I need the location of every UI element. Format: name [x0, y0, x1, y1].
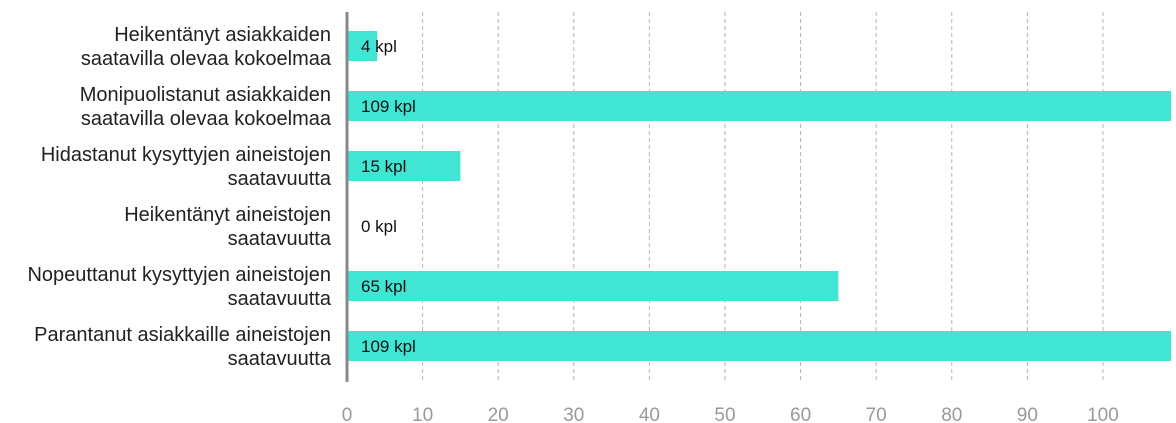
x-tick-label: 70 [866, 405, 887, 423]
x-tick-label: 90 [1017, 405, 1038, 423]
x-tick-label: 100 [1087, 405, 1119, 423]
category-label: Heikentänyt asiakkaiden saatavilla olevaa… [81, 24, 332, 70]
bar [347, 271, 839, 301]
category-label: Parantanut asiakkaille aineistojen saatav… [34, 324, 332, 370]
data-label: 15 kpl [361, 157, 406, 176]
x-tick-label: 0 [342, 405, 353, 423]
x-tick-label: 30 [563, 405, 584, 423]
x-tick-label: 60 [790, 405, 811, 423]
x-tick-label: 40 [639, 405, 660, 423]
category-label: Nopeuttanut kysyttyjen aineistojen saatav… [27, 264, 331, 310]
x-tick-label: 20 [488, 405, 509, 423]
data-label: 65 kpl [361, 277, 406, 296]
bar [347, 151, 461, 181]
data-label: 109 kpl [361, 337, 416, 356]
data-label: 109 kpl [361, 97, 416, 116]
category-label: Heikentänyt aineistojen saatavuutta [124, 204, 332, 250]
x-tick-label: 80 [941, 405, 962, 423]
x-tick-label: 10 [412, 405, 433, 423]
bar [347, 91, 1171, 121]
x-tick-label: 50 [714, 405, 735, 423]
bar [347, 331, 1171, 361]
bar [347, 31, 378, 61]
category-label: Hidastanut kysyttyjen aineistojen saatavu… [41, 144, 332, 190]
data-label: 0 kpl [361, 217, 397, 236]
category-label: Monipuolistanut asiakkaiden saatavilla ol… [80, 84, 332, 130]
data-label: 4 kpl [361, 37, 397, 56]
